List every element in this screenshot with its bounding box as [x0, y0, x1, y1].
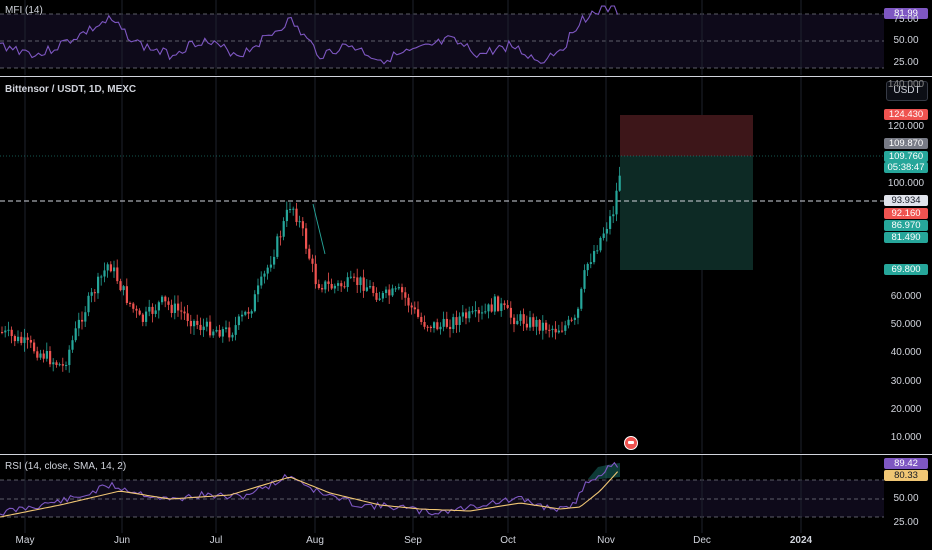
- profit-zone: [620, 156, 753, 270]
- price-tick-100: 100.000: [887, 178, 925, 189]
- mfi-label: MFI (14): [5, 5, 43, 16]
- price-tick-140: 140.000: [887, 79, 925, 90]
- mfi-line: [0, 5, 619, 65]
- rsi-value-tag: 89.42: [884, 458, 928, 469]
- trend-line: [312, 203, 326, 255]
- symbol-label[interactable]: Bittensor / USDT, 1D, MEXC: [5, 84, 137, 95]
- rsi-tick-25: 25.00: [893, 517, 919, 528]
- mfi-value-tag: 81.99: [884, 8, 928, 19]
- mfi-tick-25: 25.00: [893, 57, 919, 68]
- price-pane[interactable]: Bittensor / USDT, 1D, MEXC USDT 140.000 …: [0, 77, 932, 453]
- rsi-line: [0, 461, 619, 516]
- price-tick-50: 50.000: [890, 319, 922, 330]
- price-tick-10: 10.000: [890, 432, 922, 443]
- mfi-plot: [0, 0, 884, 75]
- hline-tag: 93.934: [884, 195, 928, 206]
- candles: [1, 166, 621, 373]
- t3-tag: 81.490: [884, 232, 928, 243]
- pane-divider-top[interactable]: [0, 76, 932, 77]
- countdown-tag: 05:38:47: [884, 162, 928, 173]
- x-label-oct: Oct: [500, 535, 516, 546]
- rsi-vgrid: [24, 455, 802, 533]
- x-label-nov: Nov: [597, 535, 615, 546]
- x-label-aug: Aug: [306, 535, 324, 546]
- x-label-may: May: [15, 535, 35, 546]
- rsi-sma-line: [0, 471, 619, 518]
- entry-tag: 109.870: [884, 138, 928, 149]
- rsi-overbought-fill: [588, 463, 620, 479]
- last-price-tag: 109.760: [884, 151, 928, 162]
- price-plot: [0, 77, 884, 453]
- currency-button[interactable]: USDT: [886, 81, 928, 101]
- price-tick-20: 20.000: [890, 404, 922, 415]
- pane-divider-bottom[interactable]: [0, 454, 932, 455]
- events-icon[interactable]: [624, 436, 638, 450]
- rsi-pane[interactable]: RSI (14, close, SMA, 14, 2) 89.42 80.33 …: [0, 455, 932, 533]
- rsi-label: RSI (14, close, SMA, 14, 2): [5, 461, 127, 472]
- stop-zone: [620, 115, 753, 156]
- target-tag: 69.800: [884, 264, 928, 275]
- mfi-pane[interactable]: MFI (14) 81.99 75.00 50.00 25.00: [0, 0, 932, 75]
- x-label-2024: 2024: [789, 535, 813, 546]
- t1-tag: 92.160: [884, 208, 928, 219]
- x-label-sep: Sep: [404, 535, 422, 546]
- price-tick-120: 120.000: [887, 121, 925, 132]
- rsi-sma-tag: 80.33: [884, 470, 928, 481]
- mfi-vgrid: [24, 0, 802, 75]
- x-label-jun: Jun: [113, 535, 131, 546]
- x-label-jul: Jul: [209, 535, 223, 546]
- x-label-dec: Dec: [693, 535, 711, 546]
- price-tick-40: 40.000: [890, 347, 922, 358]
- mfi-tick-50: 50.00: [893, 35, 919, 46]
- t2-tag: 86.970: [884, 220, 928, 231]
- mfi-tick-75: 75.00: [893, 14, 919, 25]
- stop-tag: 124.430: [884, 109, 928, 120]
- rsi-tick-50: 50.00: [893, 493, 919, 504]
- price-tick-30: 30.000: [890, 376, 922, 387]
- price-tick-60: 60.000: [890, 291, 922, 302]
- rsi-plot: [0, 455, 884, 533]
